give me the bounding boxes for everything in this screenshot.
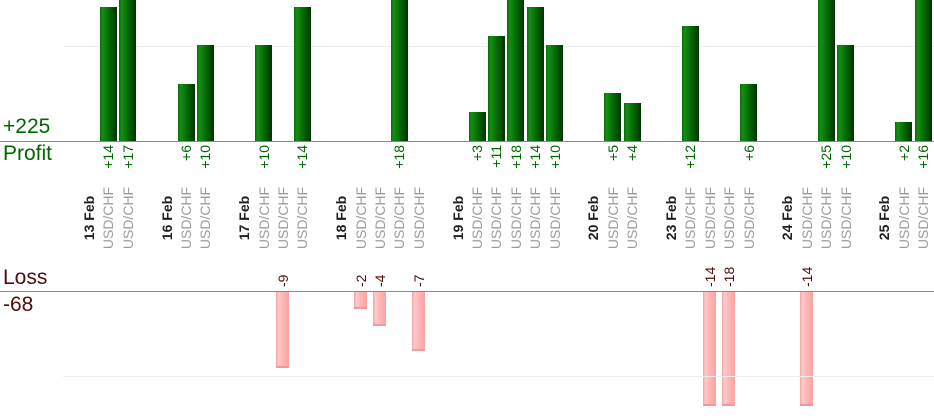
profit-bar	[817, 0, 835, 141]
loss-value-label: -7	[410, 274, 427, 287]
profit-section-label: Profit	[3, 142, 53, 165]
loss-bar	[276, 292, 289, 368]
loss-value-label: -14	[798, 266, 815, 287]
profit-value-label: +18	[391, 145, 408, 169]
date-label: 18 Feb	[333, 195, 350, 241]
profit-value-label: +18	[507, 145, 524, 169]
loss-bar	[353, 292, 367, 309]
profit-value-label: +11	[488, 145, 505, 168]
profit-value-label: +6	[178, 145, 194, 161]
profit-bar	[740, 84, 758, 141]
loss-axis-line	[0, 291, 934, 292]
loss-bar	[411, 292, 425, 351]
profit-value-label: +14	[100, 145, 117, 169]
profit-value-label: +5	[604, 145, 621, 161]
loss-value-label: -2	[352, 274, 369, 287]
loss-bar	[799, 292, 813, 406]
profit-value-label: +2	[895, 145, 912, 161]
date-label: 19 Feb	[449, 195, 466, 241]
loss-bar	[722, 292, 736, 406]
profit-value-label: +4	[624, 145, 641, 161]
date-label: 25 Feb	[876, 195, 893, 241]
profit-value-label: +10	[546, 145, 563, 169]
profit-value-label: +25	[818, 145, 835, 169]
profit-bar	[681, 26, 699, 141]
profit-bar	[99, 7, 117, 141]
loss-bar	[702, 292, 716, 406]
profit-total: +225	[3, 115, 51, 138]
date-label: 24 Feb	[779, 195, 796, 241]
profit-axis-line	[0, 141, 934, 142]
profit-value-label: +10	[197, 145, 214, 169]
profit-bar	[177, 84, 195, 141]
profit-bar	[914, 0, 932, 141]
loss-total: -68	[3, 293, 34, 316]
profit-bar	[604, 93, 622, 141]
profit-bar	[119, 0, 137, 141]
profit-value-label: +3	[469, 145, 485, 161]
profit-value-label: +17	[119, 145, 136, 169]
profit-bar	[526, 7, 544, 141]
profit-bar	[895, 122, 913, 141]
date-label: 13 Feb	[81, 195, 97, 241]
loss-value-label: -4	[372, 274, 388, 287]
loss-value-label: -14	[701, 266, 718, 287]
profit-bar	[507, 0, 525, 141]
loss-bar	[373, 292, 386, 326]
profit-value-label: +10	[837, 145, 854, 169]
profit-bar	[255, 45, 273, 141]
profit-value-label: +14	[527, 145, 544, 169]
loss-value-label: -9	[275, 274, 291, 287]
profit-bar	[196, 45, 214, 141]
profit-bar	[837, 45, 855, 141]
loss-value-label: -18	[721, 266, 738, 287]
profit-bar	[390, 0, 408, 141]
date-label: 17 Feb	[236, 195, 253, 241]
profit-bar	[293, 7, 311, 141]
loss-gridline	[63, 376, 934, 377]
profit-value-label: +16	[915, 145, 932, 169]
profit-value-label: +12	[682, 145, 699, 169]
profit-bar	[468, 112, 486, 141]
profit-bar	[487, 36, 505, 141]
profit-value-label: +10	[255, 145, 272, 169]
profit-value-label: +6	[740, 145, 757, 161]
date-label: 16 Feb	[158, 195, 175, 241]
date-label: 20 Feb	[585, 195, 602, 241]
date-label: 23 Feb	[663, 195, 679, 241]
profit-bar	[546, 45, 564, 141]
loss-section-label: Loss	[3, 266, 48, 289]
profit-bar	[623, 103, 641, 141]
profit-value-label: +14	[294, 145, 311, 169]
